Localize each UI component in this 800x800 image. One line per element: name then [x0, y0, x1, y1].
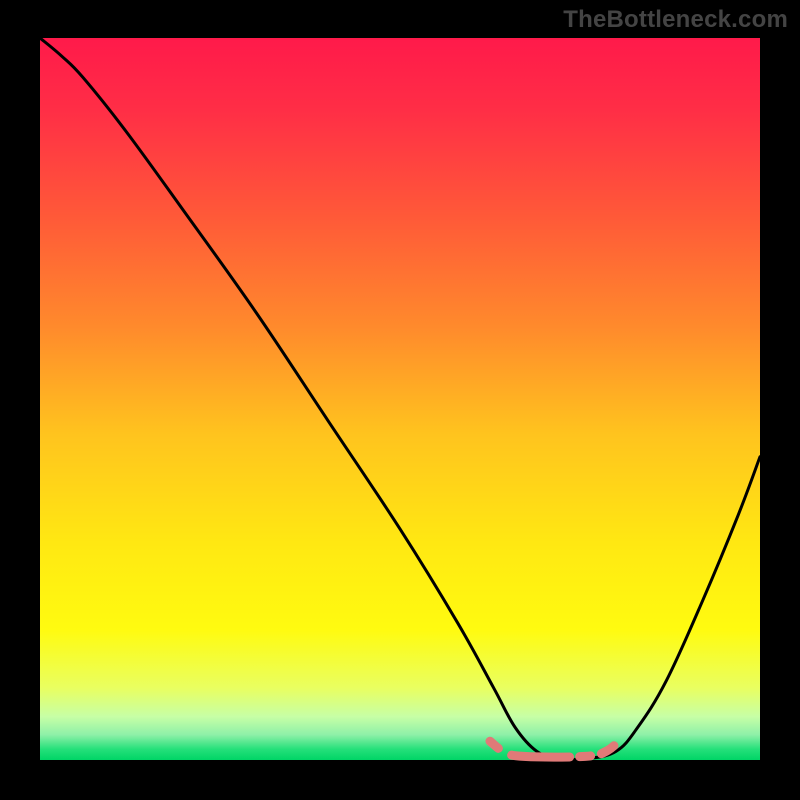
chart-svg	[0, 0, 800, 800]
watermark-text: TheBottleneck.com	[563, 6, 788, 34]
heat-gradient-area	[40, 38, 760, 760]
